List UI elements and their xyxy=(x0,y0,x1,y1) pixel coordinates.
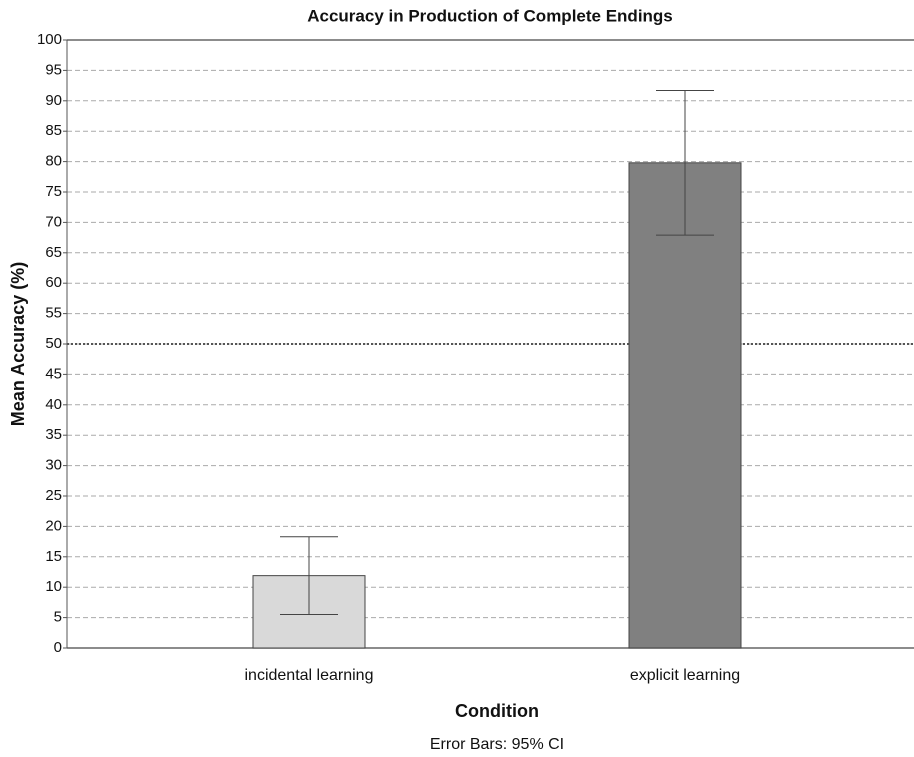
x-axis-label: Condition xyxy=(455,701,539,721)
y-tick-label: 95 xyxy=(45,61,62,78)
chart-title: Accuracy in Production of Complete Endin… xyxy=(307,6,673,25)
y-tick-label: 100 xyxy=(37,31,62,48)
y-tick-label: 40 xyxy=(45,396,62,413)
y-tick-label: 45 xyxy=(45,365,62,382)
y-tick-label: 55 xyxy=(45,305,62,322)
y-tick-label: 70 xyxy=(45,213,62,230)
y-tick-label: 20 xyxy=(45,517,62,534)
y-tick-label: 35 xyxy=(45,426,62,443)
x-tick-label: incidental learning xyxy=(245,667,374,684)
y-tick-label: 10 xyxy=(45,578,62,595)
y-tick-label: 5 xyxy=(54,609,62,626)
x-tick-label: explicit learning xyxy=(630,667,740,684)
y-tick-label: 50 xyxy=(45,335,62,352)
y-tick-label: 30 xyxy=(45,457,62,474)
y-tick-label: 85 xyxy=(45,122,62,139)
y-axis-label: Mean Accuracy (%) xyxy=(8,262,28,426)
y-tick-label: 15 xyxy=(45,548,62,565)
y-tick-label: 90 xyxy=(45,92,62,109)
y-tick-label: 65 xyxy=(45,244,62,261)
y-tick-label: 25 xyxy=(45,487,62,504)
bar xyxy=(628,162,742,649)
y-tick-label: 60 xyxy=(45,274,62,291)
y-tick-label: 80 xyxy=(45,153,62,170)
y-tick-label: 0 xyxy=(54,639,62,656)
note: Error Bars: 95% CI xyxy=(430,736,564,753)
y-tick-label: 75 xyxy=(45,183,62,200)
